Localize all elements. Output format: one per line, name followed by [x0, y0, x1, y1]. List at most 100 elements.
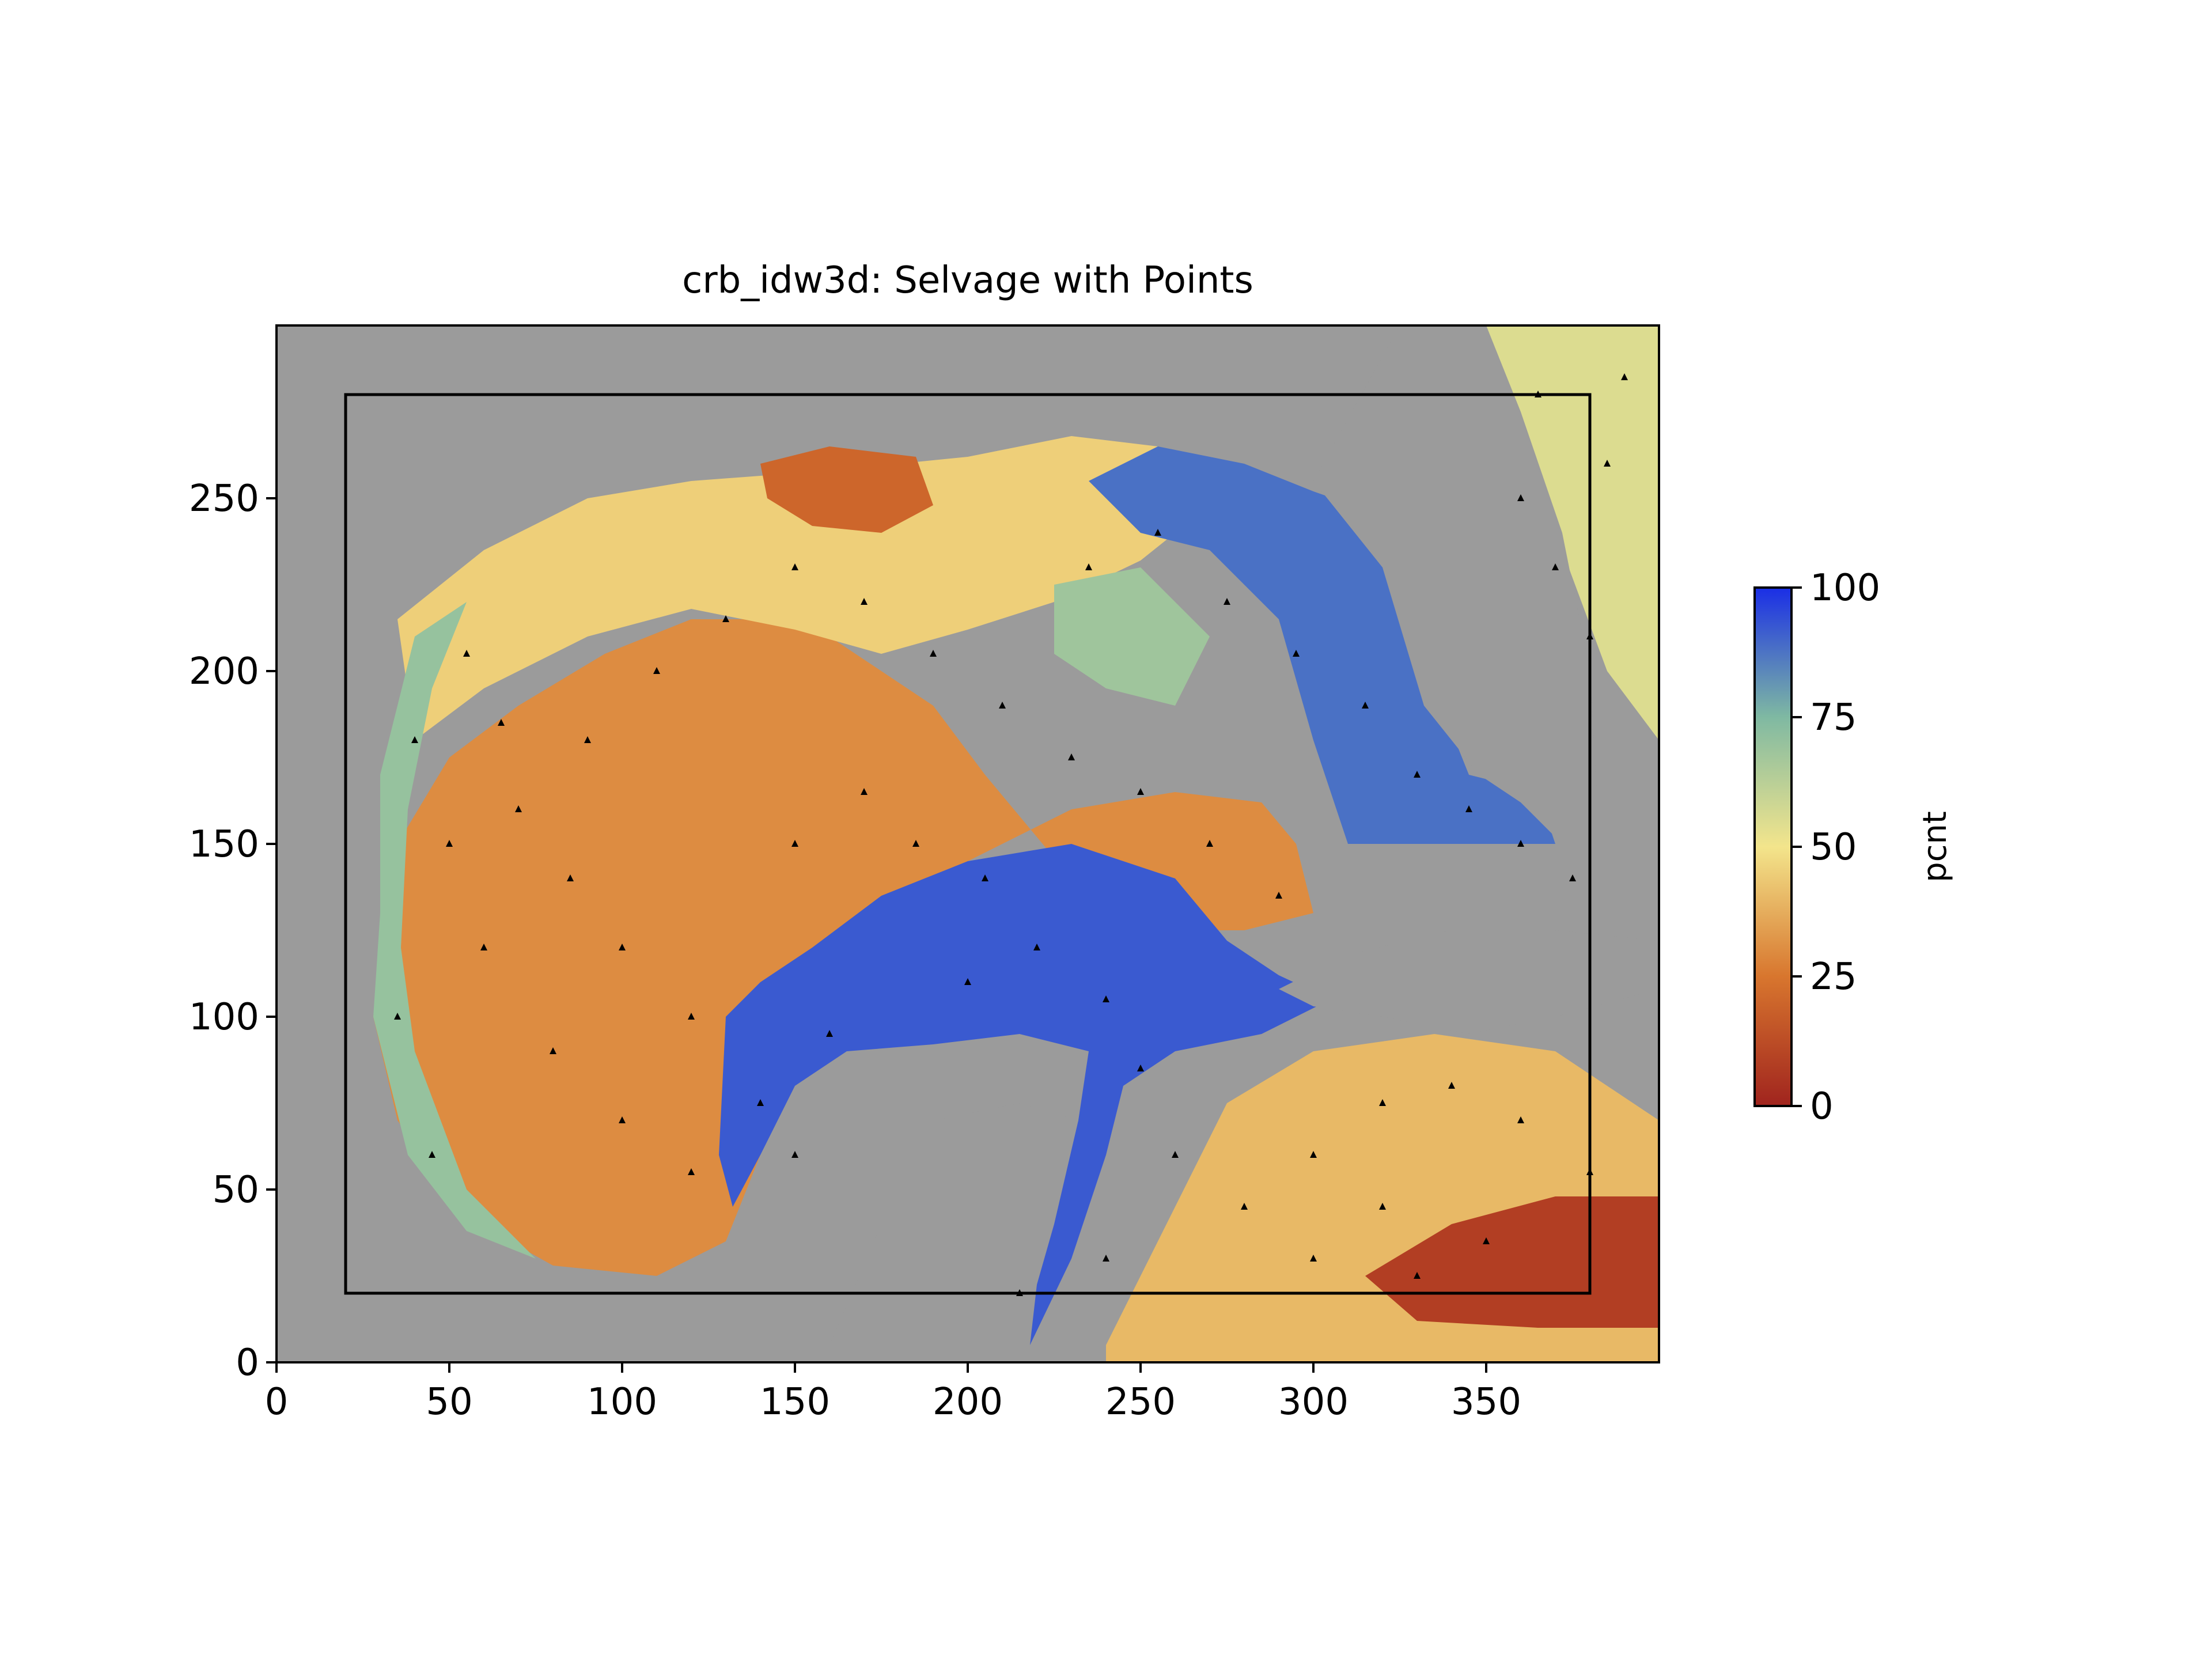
sample-point	[619, 944, 626, 950]
sample-point	[1362, 702, 1369, 709]
sample-point	[1033, 944, 1040, 950]
sample-point	[999, 702, 1006, 709]
region-loop-current-blue	[719, 844, 1331, 1345]
x-tick-label: 150	[760, 1381, 830, 1423]
y-tick-label: 100	[189, 996, 259, 1039]
colorbar-ticks: 0 25 50 75 100	[1791, 567, 1880, 1128]
colorbar	[1753, 586, 1793, 1107]
sample-point	[791, 1151, 798, 1158]
sample-point	[1103, 995, 1109, 1002]
y-tick-label: 200	[189, 650, 259, 693]
sample-point	[964, 978, 971, 985]
sample-point	[429, 1151, 435, 1158]
colorbar-label: pcnt	[1916, 811, 1954, 882]
colorbar-tick-label: 100	[1810, 567, 1880, 609]
sample-point	[1483, 1237, 1490, 1244]
colorbar-tick-label: 0	[1810, 1085, 1834, 1128]
sample-point	[584, 736, 591, 743]
y-tick-label: 250	[189, 478, 259, 520]
sample-point	[567, 874, 574, 881]
sample-point	[515, 805, 522, 812]
heatmap-regions	[373, 325, 1659, 1362]
sample-point	[861, 788, 868, 795]
region-mississippi-plume	[760, 446, 933, 533]
sample-point	[1137, 788, 1144, 795]
sample-point	[463, 650, 470, 657]
sample-point	[688, 1168, 695, 1175]
sample-point	[688, 1013, 695, 1020]
sample-point	[1517, 840, 1524, 847]
sample-point	[791, 840, 798, 847]
y-axis: 0 50 100 150 200 250	[189, 478, 276, 1384]
colorbar-tick-label: 25	[1810, 956, 1857, 998]
sample-point	[653, 667, 660, 674]
region-florida-shelf-blue	[1089, 446, 1555, 844]
x-tick-label: 50	[426, 1381, 472, 1423]
sample-point	[1465, 805, 1472, 812]
sample-point	[1517, 494, 1524, 501]
x-tick-label: 100	[587, 1381, 657, 1423]
region-central-green	[1054, 567, 1210, 706]
colorbar-tick-label: 75	[1810, 696, 1857, 739]
y-tick-label: 0	[236, 1342, 259, 1384]
sample-point	[1621, 373, 1628, 380]
sample-point	[446, 840, 453, 847]
sample-points	[394, 373, 1628, 1296]
sample-point	[1241, 1203, 1248, 1210]
x-axis: 0 50 100 150 200 250 300 350	[265, 1362, 1521, 1423]
x-tick-label: 200	[933, 1381, 1003, 1423]
sample-point	[1293, 650, 1300, 657]
sample-point	[757, 1099, 764, 1106]
sample-point	[1224, 598, 1230, 605]
sample-point	[1310, 1255, 1317, 1262]
sample-point	[1448, 1082, 1455, 1089]
sample-point	[411, 736, 418, 743]
sample-point	[1275, 892, 1282, 899]
chart-title: crb_idw3d: Selvage with Points	[682, 259, 1253, 302]
sample-point	[619, 1116, 626, 1123]
sample-point	[912, 840, 919, 847]
sample-point	[1154, 529, 1161, 536]
sample-point	[1085, 563, 1092, 570]
sample-point	[1310, 1151, 1317, 1158]
sample-point	[930, 650, 937, 657]
mask-cuba-land	[1279, 930, 1659, 1034]
sample-point	[1068, 753, 1075, 760]
sample-point	[1604, 460, 1611, 467]
colorbar-tick-label: 50	[1810, 826, 1857, 869]
x-tick-label: 0	[265, 1381, 289, 1423]
sample-point	[394, 1013, 401, 1020]
selvage-box	[344, 393, 1592, 1295]
sample-point	[550, 1047, 556, 1054]
sample-point	[1172, 1151, 1179, 1158]
sample-point	[1414, 771, 1421, 778]
x-tick-label: 250	[1105, 1381, 1176, 1423]
region-atlantic-ne	[1486, 325, 1659, 740]
sample-point	[1414, 1272, 1421, 1279]
sample-point	[982, 874, 988, 881]
x-tick-label: 350	[1451, 1381, 1521, 1423]
y-tick-label: 50	[213, 1169, 259, 1211]
mask-florida-land	[1313, 325, 1597, 844]
sample-point	[1206, 840, 1213, 847]
sample-point	[1569, 874, 1576, 881]
sample-point	[861, 598, 868, 605]
sample-point	[1103, 1255, 1109, 1262]
sample-point	[826, 1030, 833, 1037]
region-gulf-north-shelf	[397, 436, 1210, 740]
x-tick-label: 300	[1278, 1381, 1349, 1423]
sample-point	[791, 563, 798, 570]
sample-point	[1517, 1116, 1524, 1123]
sample-point	[1552, 563, 1559, 570]
sample-point	[498, 719, 505, 726]
y-tick-label: 150	[189, 823, 259, 866]
sample-point	[722, 615, 729, 622]
mask-yucatan-land	[830, 1103, 1078, 1345]
sample-point	[480, 944, 487, 950]
region-west-coast-green	[373, 602, 536, 1259]
sample-point	[1379, 1099, 1386, 1106]
region-gulf-west-basin	[373, 619, 1313, 1276]
region-caribbean-red-band	[1365, 1196, 1659, 1328]
sample-point	[1379, 1203, 1386, 1210]
